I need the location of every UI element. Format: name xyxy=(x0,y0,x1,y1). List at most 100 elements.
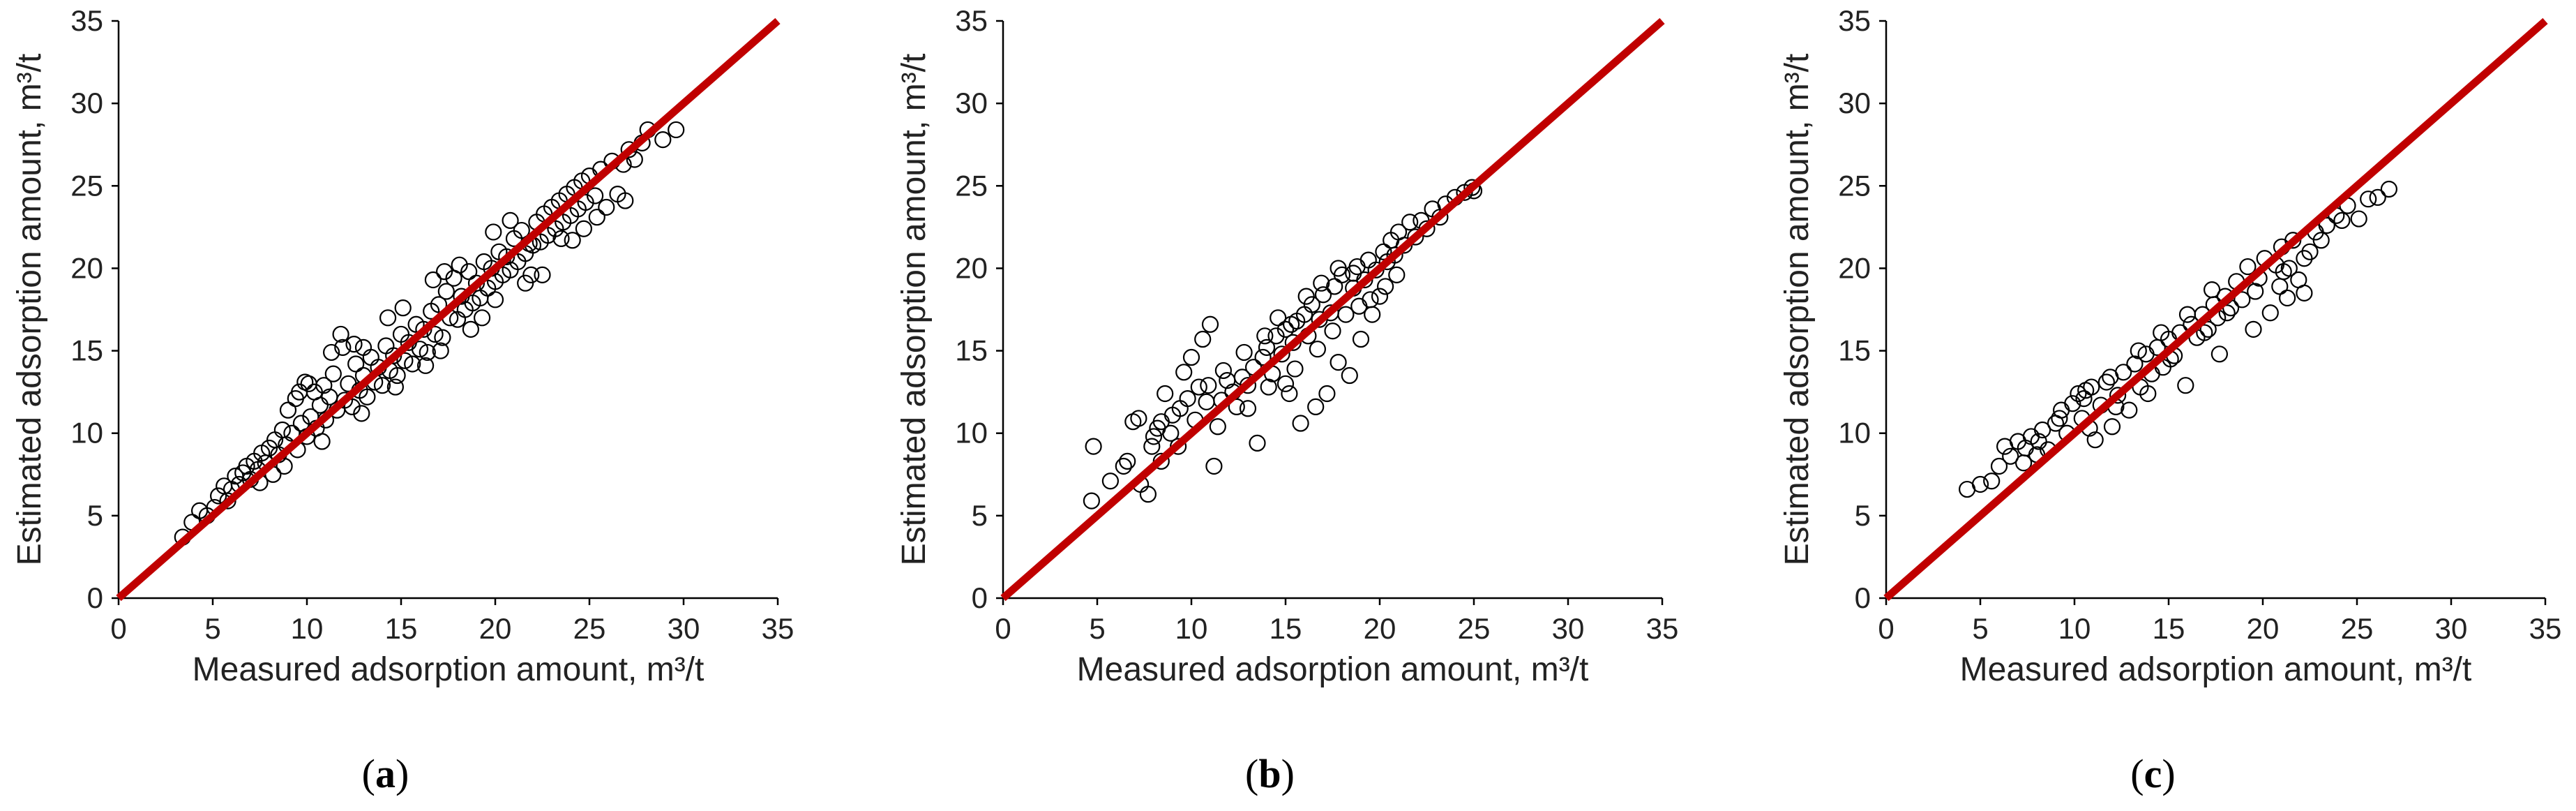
data-point xyxy=(2139,385,2157,403)
panel-label-paren-open: ( xyxy=(362,751,375,796)
data-point xyxy=(586,187,604,204)
data-point xyxy=(2245,320,2262,338)
x-tick-label: 35 xyxy=(762,612,794,645)
data-point xyxy=(419,343,436,362)
x-tick-label: 25 xyxy=(573,612,606,645)
data-point xyxy=(1201,315,1219,333)
x-tick-label: 20 xyxy=(2247,612,2280,645)
data-point xyxy=(460,263,478,281)
data-point xyxy=(2280,260,2298,277)
reference-line xyxy=(116,17,781,602)
data-point xyxy=(1145,428,1163,445)
data-point xyxy=(1085,438,1102,455)
panel-label-paren-open: ( xyxy=(2130,751,2144,796)
data-point xyxy=(347,355,365,373)
panel-label-paren-close: ) xyxy=(1281,751,1295,796)
data-point xyxy=(2301,243,2319,260)
data-point xyxy=(1314,286,1332,304)
data-point xyxy=(1124,413,1142,431)
data-point xyxy=(1407,228,1424,246)
panel-label: (a) xyxy=(362,751,409,796)
data-point xyxy=(2196,324,2213,341)
y-axis-title: Estimated adsorption amount, m³/t xyxy=(896,54,933,566)
x-axis-title: Measured adsorption amount, m³/t xyxy=(1077,651,1589,688)
data-point xyxy=(313,433,331,450)
data-point xyxy=(1371,288,1389,305)
x-tick-label: 5 xyxy=(1089,612,1105,645)
data-point xyxy=(2218,304,2236,322)
data-point xyxy=(2002,447,2019,465)
data-point xyxy=(2153,324,2170,341)
data-point xyxy=(1267,327,1285,345)
y-tick-label: 0 xyxy=(1855,581,1871,614)
data-point xyxy=(2203,281,2221,299)
data-point xyxy=(1386,246,1403,264)
y-tick-label: 15 xyxy=(955,334,988,367)
data-point xyxy=(1297,288,1315,305)
data-point xyxy=(2051,410,2068,427)
x-tick-label: 15 xyxy=(1270,612,1302,645)
data-point xyxy=(2070,385,2087,403)
data-point xyxy=(362,348,379,366)
data-point xyxy=(1971,475,1989,493)
data-point xyxy=(1292,415,1309,432)
y-tick-label: 30 xyxy=(955,87,988,119)
data-point xyxy=(1119,452,1136,470)
data-point xyxy=(324,365,342,382)
y-tick-label: 10 xyxy=(955,417,988,449)
data-point xyxy=(502,211,519,230)
data-point xyxy=(353,405,370,422)
data-point xyxy=(300,375,317,392)
data-point xyxy=(1318,385,1336,403)
data-point xyxy=(1375,243,1392,260)
data-point xyxy=(513,221,530,239)
data-point xyxy=(2296,284,2313,302)
data-point xyxy=(343,398,361,416)
data-point xyxy=(2278,289,2296,307)
data-point xyxy=(332,325,349,343)
data-point xyxy=(588,209,605,226)
data-point xyxy=(1209,418,1226,436)
reference-line xyxy=(1883,17,2548,602)
data-point xyxy=(1388,266,1406,283)
data-point xyxy=(2130,342,2147,359)
x-tick-label: 25 xyxy=(2341,612,2374,645)
y-tick-label: 25 xyxy=(1838,169,1871,202)
data-point xyxy=(404,355,421,373)
data-point xyxy=(1990,457,2008,475)
data-point xyxy=(2247,283,2264,300)
data-point xyxy=(1270,309,1287,327)
data-point xyxy=(1200,377,1217,394)
data-point xyxy=(1324,322,1341,340)
data-point xyxy=(2097,373,2115,391)
data-point xyxy=(416,357,435,374)
data-point xyxy=(1143,438,1161,455)
data-point xyxy=(2199,320,2217,338)
data-point xyxy=(1228,398,1245,416)
x-tick-label: 20 xyxy=(479,612,512,645)
x-tick-label: 20 xyxy=(1364,612,1396,645)
data-point xyxy=(1282,315,1300,333)
data-point xyxy=(354,338,372,356)
data-point xyxy=(279,401,297,419)
data-point xyxy=(1157,385,1174,403)
x-tick-label: 35 xyxy=(2529,612,2562,645)
x-tick-label: 10 xyxy=(291,612,324,645)
data-point xyxy=(2109,387,2127,404)
data-point xyxy=(260,439,278,457)
data-point xyxy=(430,296,448,313)
data-point xyxy=(2178,306,2197,323)
data-point xyxy=(273,421,291,439)
data-point xyxy=(2360,191,2377,208)
data-point xyxy=(1115,457,1132,475)
data-point xyxy=(598,198,615,216)
data-point xyxy=(1249,434,1266,452)
data-point xyxy=(1130,410,1147,427)
data-point xyxy=(577,193,594,211)
data-point xyxy=(2102,369,2119,386)
data-point xyxy=(386,378,405,396)
data-point xyxy=(396,352,414,369)
data-point xyxy=(1258,338,1276,356)
data-point xyxy=(1286,360,1304,378)
data-point xyxy=(1401,214,1419,231)
